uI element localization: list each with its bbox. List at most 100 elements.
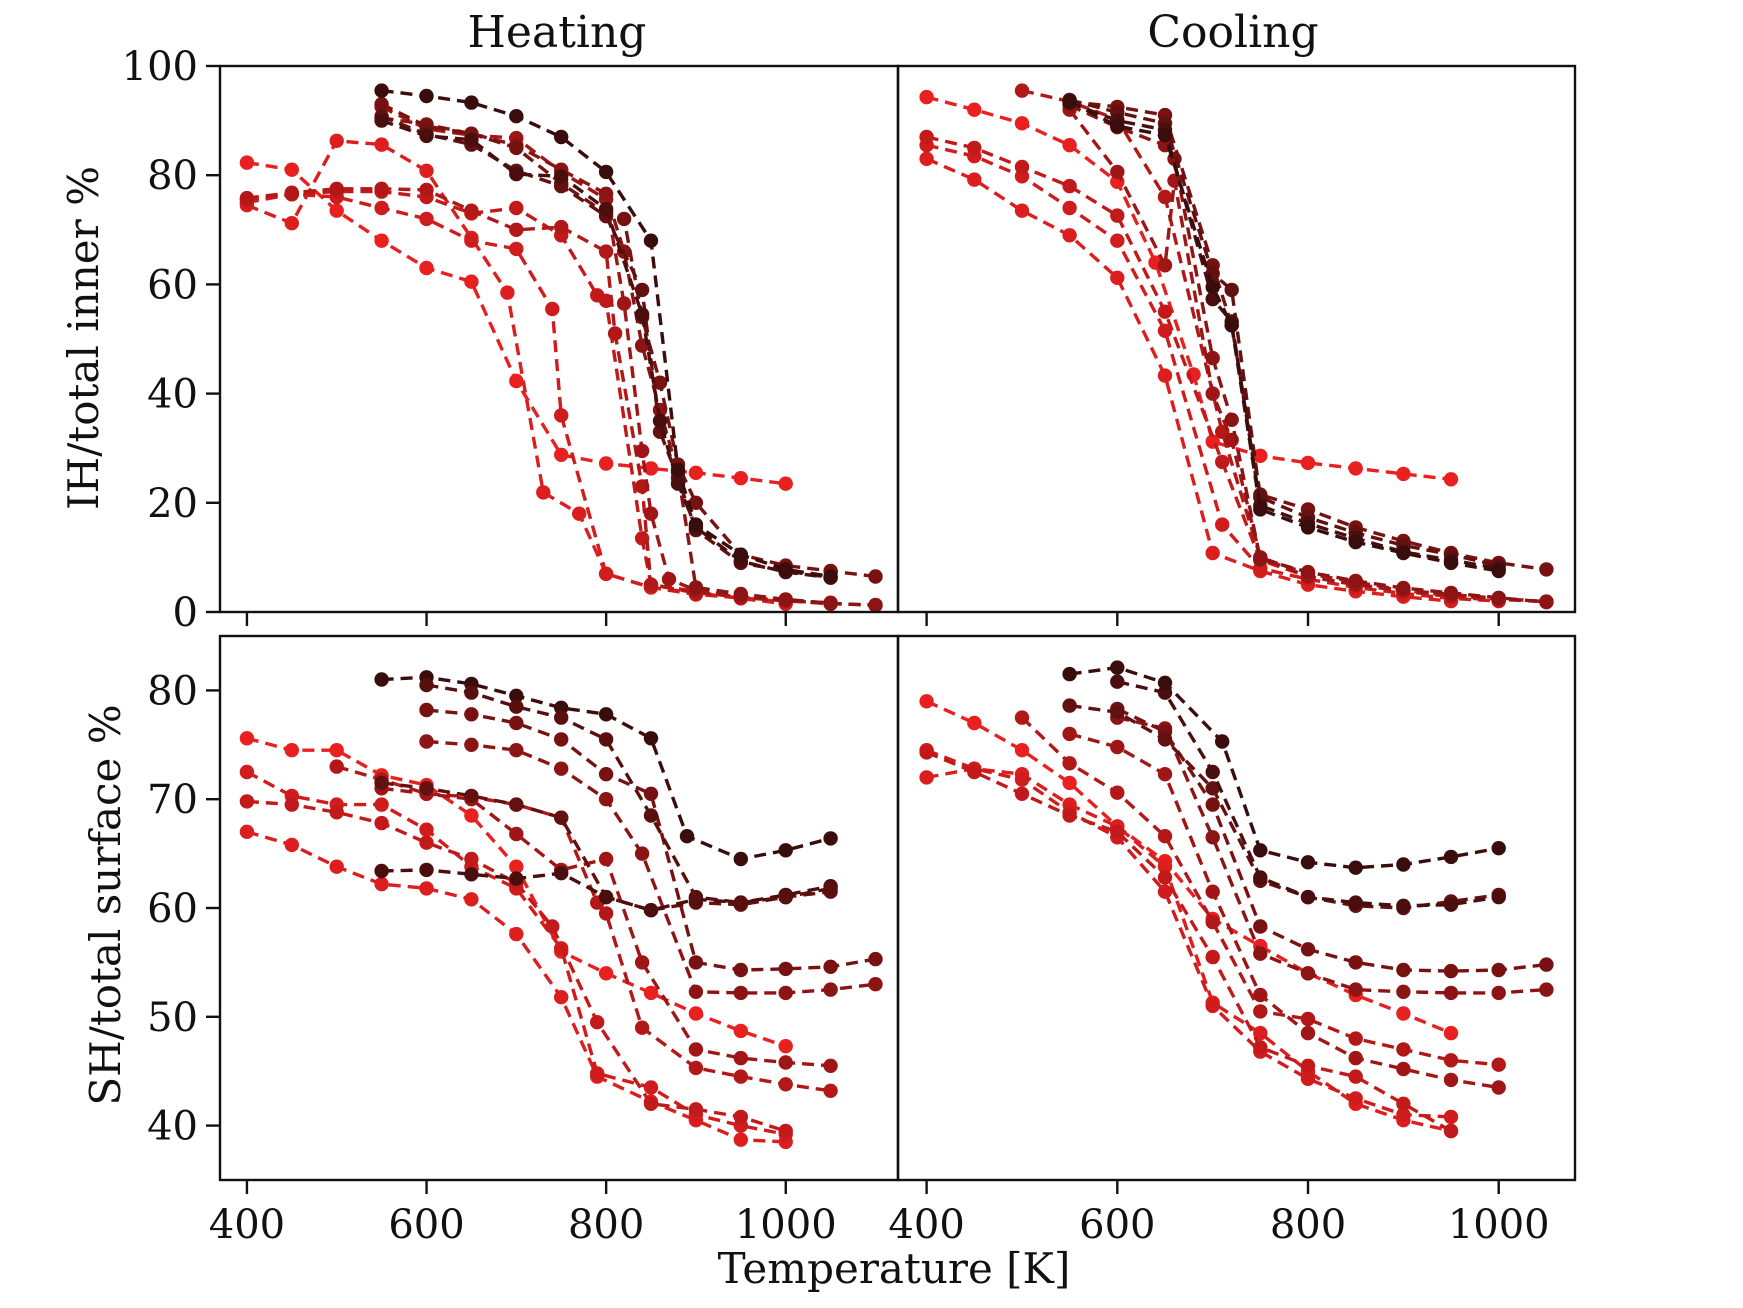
- x-tick-label: 600: [1079, 1202, 1155, 1248]
- data-point: [419, 260, 434, 276]
- series-s8: [374, 97, 883, 584]
- data-point: [1014, 772, 1030, 787]
- data-point: [1205, 545, 1220, 561]
- data-point: [1110, 660, 1125, 675]
- data-point: [1205, 830, 1220, 845]
- data-point: [1443, 585, 1459, 601]
- data-point: [733, 1023, 748, 1039]
- data-point: [1215, 517, 1230, 532]
- data-point: [509, 871, 524, 886]
- data-point: [733, 962, 748, 978]
- data-point: [688, 1042, 704, 1057]
- data-point: [778, 889, 793, 905]
- series-line: [426, 708, 876, 972]
- series-s4: [239, 184, 838, 611]
- data-point: [1157, 368, 1173, 383]
- data-point: [1157, 732, 1173, 747]
- data-point: [1348, 955, 1363, 970]
- data-point: [239, 731, 255, 746]
- data-point: [1014, 743, 1030, 758]
- data-point: [1157, 829, 1173, 844]
- data-point: [1300, 1071, 1316, 1087]
- data-point: [419, 881, 434, 896]
- data-point: [634, 846, 650, 861]
- data-point: [919, 745, 934, 760]
- data-point: [374, 233, 389, 248]
- data-point: [509, 109, 524, 124]
- series-s9: [374, 109, 838, 585]
- series-line: [1069, 665, 1500, 870]
- data-point: [598, 966, 614, 981]
- data-point: [1205, 350, 1220, 366]
- data-point: [967, 715, 982, 731]
- data-point: [1253, 1004, 1268, 1019]
- data-point: [419, 88, 434, 104]
- series-line: [1069, 98, 1500, 568]
- series-s7: [1110, 710, 1554, 1001]
- data-point: [374, 137, 389, 152]
- data-point: [652, 413, 668, 429]
- data-point: [1253, 448, 1268, 463]
- data-point: [1348, 1031, 1363, 1046]
- series-s8: [1110, 701, 1554, 979]
- data-point: [823, 831, 838, 846]
- data-point: [1491, 590, 1506, 605]
- data-point: [1110, 118, 1125, 134]
- data-point: [1062, 228, 1077, 243]
- data-point: [598, 186, 614, 201]
- data-point: [823, 569, 838, 584]
- x-tick-label: 600: [388, 1202, 464, 1248]
- data-point: [284, 743, 299, 758]
- data-point: [967, 140, 982, 156]
- data-point: [464, 132, 479, 147]
- data-point: [1224, 318, 1239, 333]
- x-tick-label: 800: [1270, 1202, 1346, 1248]
- data-point: [1157, 258, 1173, 273]
- data-point: [1253, 987, 1268, 1003]
- data-point: [419, 734, 434, 749]
- data-point: [545, 301, 560, 317]
- data-point: [868, 598, 883, 613]
- data-point: [1110, 739, 1125, 755]
- data-point: [778, 843, 793, 858]
- data-point: [374, 97, 389, 112]
- x-tick-label: 1000: [1448, 1202, 1550, 1248]
- data-point: [419, 182, 434, 198]
- data-point: [1110, 674, 1125, 689]
- data-point: [1443, 849, 1459, 865]
- series-s12: [419, 677, 838, 910]
- series-s4: [919, 745, 1459, 1139]
- data-point: [1300, 889, 1316, 905]
- data-point: [500, 285, 515, 300]
- data-point: [1396, 466, 1411, 482]
- data-point: [634, 1020, 650, 1035]
- data-point: [1062, 178, 1077, 194]
- data-point: [1491, 841, 1506, 856]
- data-point: [1062, 775, 1077, 791]
- data-point: [1253, 1025, 1268, 1041]
- data-point: [643, 1080, 659, 1095]
- data-point: [554, 447, 569, 462]
- data-point: [1491, 985, 1506, 1001]
- data-point: [688, 1102, 704, 1117]
- x-tick-label: 400: [209, 1202, 285, 1248]
- data-point: [1300, 942, 1316, 957]
- data-point: [607, 326, 623, 341]
- data-point: [823, 959, 838, 974]
- data-point: [1253, 1040, 1268, 1055]
- data-point: [1062, 666, 1077, 682]
- series-s5: [239, 181, 838, 610]
- data-point: [598, 244, 614, 259]
- series-line: [246, 770, 787, 1136]
- data-point: [598, 164, 614, 180]
- data-point: [554, 732, 569, 747]
- series-line: [925, 157, 1452, 603]
- data-point: [239, 764, 255, 780]
- data-point: [1205, 914, 1220, 930]
- data-point: [239, 794, 255, 809]
- data-point: [284, 797, 299, 812]
- series-s6: [374, 781, 838, 1074]
- data-point: [284, 162, 299, 177]
- data-point: [464, 851, 479, 867]
- data-point: [643, 233, 659, 248]
